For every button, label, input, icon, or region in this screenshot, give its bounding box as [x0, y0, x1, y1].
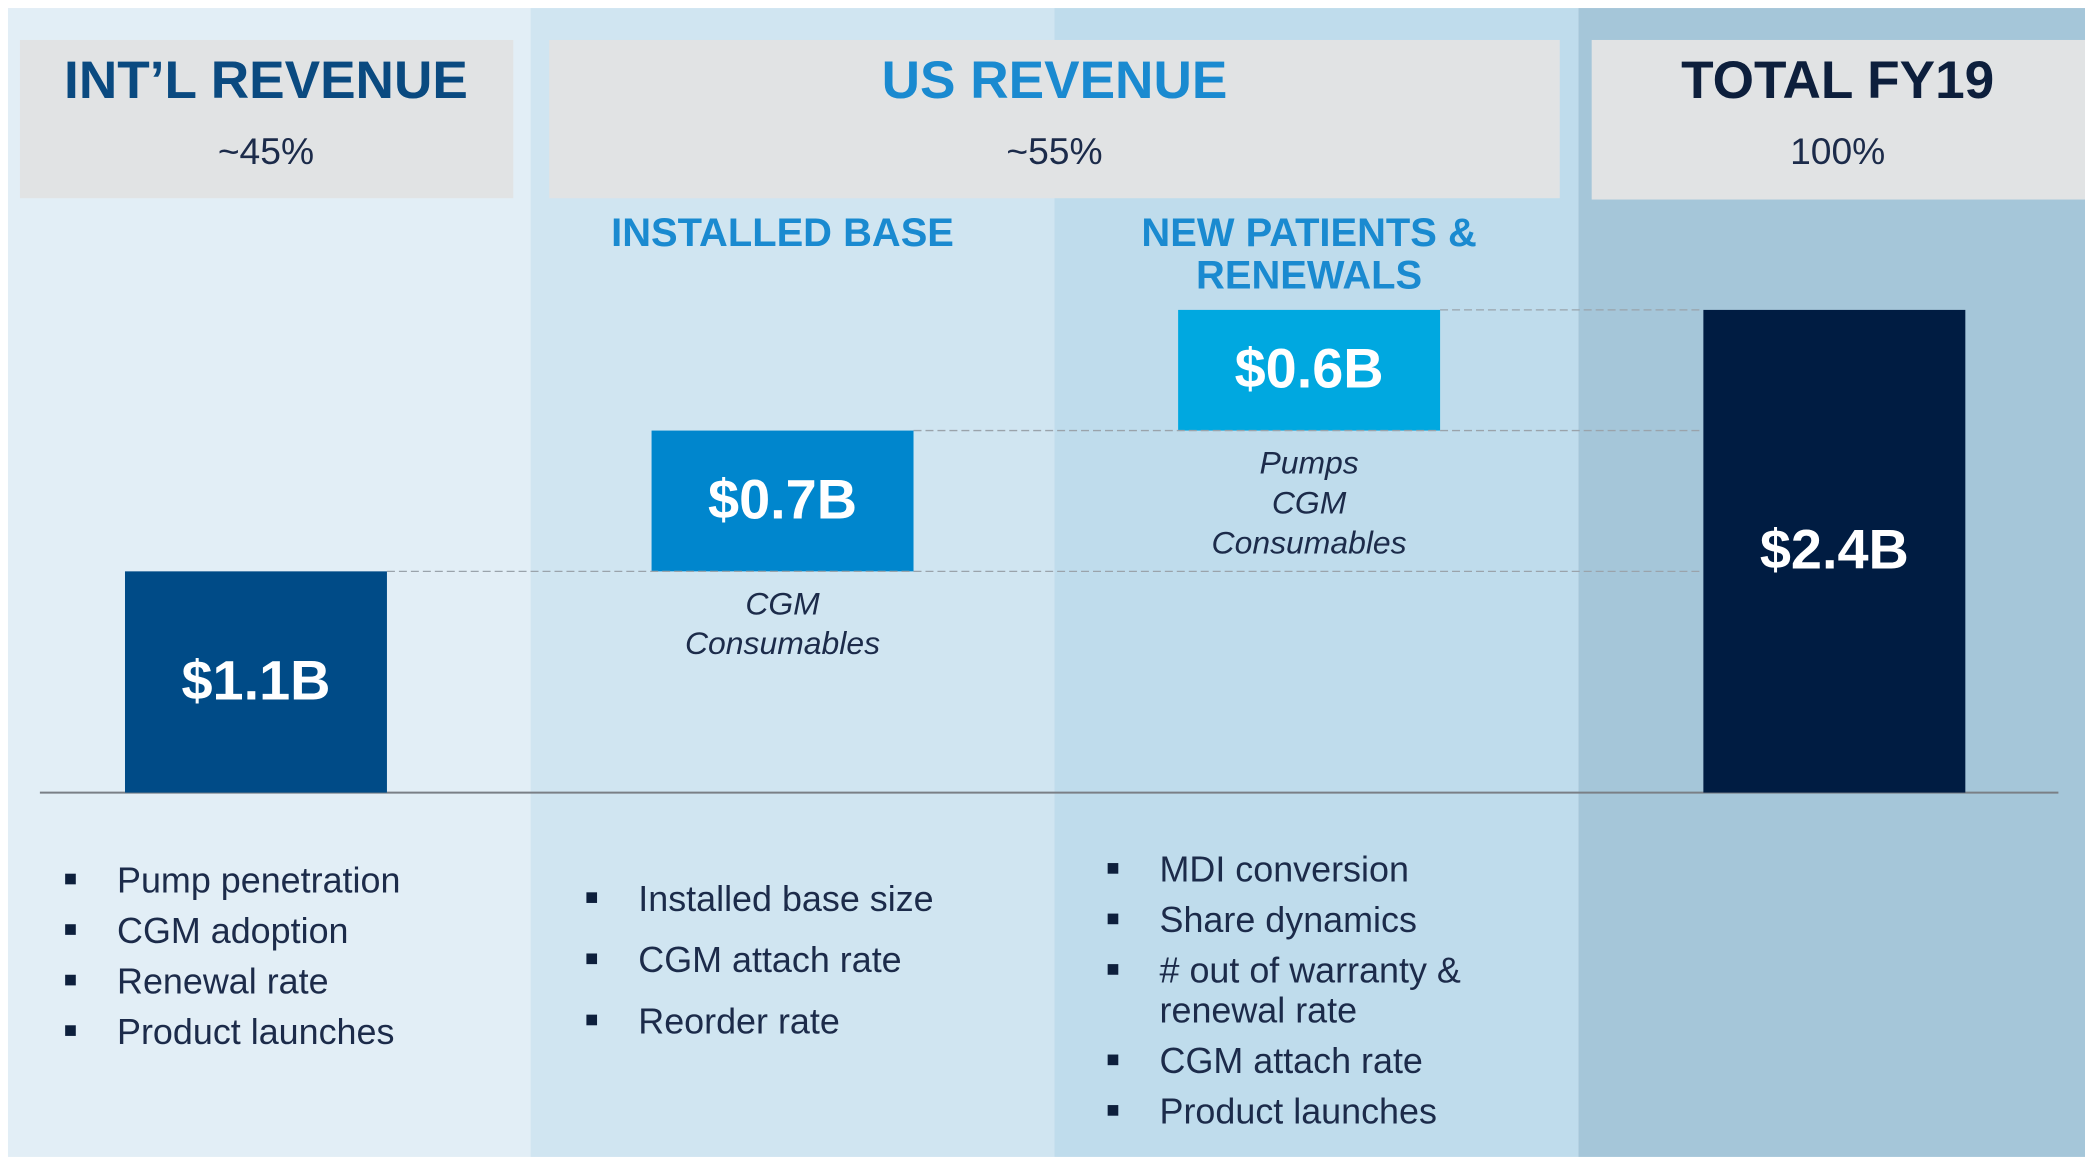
bullet [586, 1014, 598, 1026]
header-box [19, 39, 514, 199]
bullet [65, 974, 76, 986]
value-label: $0.6B [1235, 337, 1384, 400]
bullet [1107, 1054, 1119, 1066]
bullet [1107, 913, 1119, 925]
driver-item: CGM attach rate [1098, 1041, 1497, 1081]
text-box: Pump penetration CGM adoption Renewal rate… [56, 860, 508, 1052]
driver-text: CGM adoption [117, 910, 349, 951]
header-title: US REVENUE [882, 51, 1228, 110]
text-container: INSTALLED BASE [583, 213, 982, 256]
driver-item: Product launches [56, 1012, 508, 1052]
bar-note: CGM [745, 585, 820, 621]
driver-text: MDI conversion [1159, 849, 1409, 890]
bar-note: Pumps [1259, 445, 1358, 481]
value-label: $0.7B [708, 467, 857, 530]
bullet [65, 924, 76, 935]
driver-item: Pump penetration [56, 860, 508, 900]
driver-text: Share dynamics [1159, 900, 1417, 941]
bullet [586, 953, 598, 965]
driver-item: CGM adoption [56, 911, 508, 951]
bar [1178, 309, 1441, 431]
text-container: Pump penetration CGM adoption Renewal rate… [56, 860, 508, 1052]
driver-text: CGM attach rate [1159, 1041, 1423, 1082]
panel [1054, 8, 1579, 1157]
driver-text: # out of warranty & renewal rate [1159, 950, 1461, 1031]
driver-item: Renewal rate [56, 961, 508, 1001]
bar [124, 571, 387, 793]
bullet [586, 892, 598, 903]
panel [530, 8, 1055, 1157]
driver-item: Share dynamics [1098, 900, 1497, 940]
bullet [65, 1025, 76, 1036]
value-label: $1.1B [181, 648, 330, 711]
driver-item: Reorder rate [577, 1001, 1029, 1041]
header-title: INT’L REVENUE [64, 51, 468, 110]
driver-item: MDI conversion [1098, 850, 1497, 890]
text-box: INSTALLED BASE [583, 213, 982, 256]
text-box: NEW PATIENTS & RENEWALS [1110, 213, 1509, 298]
text-box: Installed base size CGM attach rate Reorde… [577, 879, 1029, 1041]
bar-note: CGM [1272, 484, 1347, 520]
bar [1703, 309, 1966, 793]
header-subtitle: ~45% [218, 130, 314, 172]
category-label: INSTALLED BASE [611, 212, 954, 256]
driver-item: # out of warranty & renewal rate [1098, 951, 1497, 1031]
header-box [1591, 39, 2085, 200]
driver-text: Reorder rate [638, 1001, 840, 1042]
value-label: $2.4B [1760, 518, 1909, 581]
bar-note: Consumables [685, 625, 880, 661]
bullet [65, 873, 76, 885]
bar-note: Consumables [1212, 524, 1407, 560]
bullet [1107, 964, 1119, 975]
text-container: Installed base size CGM attach rate Reorde… [577, 879, 1029, 1041]
driver-item: CGM attach rate [577, 940, 1029, 980]
bullet [1107, 863, 1119, 874]
driver-text: Product launches [117, 1011, 395, 1052]
category-label: NEW PATIENTS & RENEWALS [1141, 212, 1477, 298]
header-subtitle: 100% [1790, 130, 1885, 172]
driver-text: Pump penetration [117, 860, 401, 901]
header-subtitle: ~55% [1006, 130, 1102, 172]
text-box: MDI conversion Share dynamics # out of war… [1098, 850, 1497, 1132]
driver-text: Product launches [1159, 1091, 1437, 1132]
text-container: NEW PATIENTS & RENEWALS [1110, 213, 1509, 298]
driver-item: Installed base size [577, 879, 1029, 919]
driver-text: CGM attach rate [638, 940, 902, 981]
text-container: MDI conversion Share dynamics # out of war… [1098, 850, 1497, 1132]
bullet [1107, 1105, 1119, 1116]
driver-text: Renewal rate [117, 961, 329, 1002]
bar [651, 430, 914, 572]
driver-item: Product launches [1098, 1092, 1497, 1132]
header-title: TOTAL FY19 [1681, 51, 1994, 110]
header-box [549, 39, 1560, 199]
driver-text: Installed base size [638, 879, 934, 919]
